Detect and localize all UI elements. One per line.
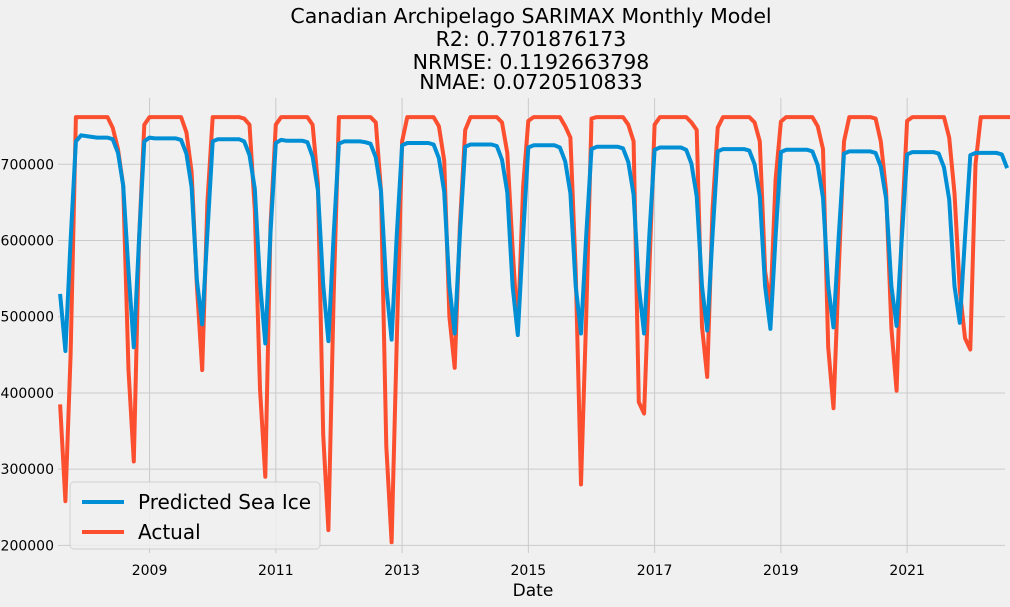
chart-title-line-2: R2: 0.7701876173: [436, 27, 627, 51]
y-tick-label: 500000: [1, 310, 54, 326]
legend: Predicted Sea Ice Actual: [69, 481, 321, 550]
x-tick-label: 2011: [258, 563, 294, 579]
legend-label-actual: Actual: [138, 520, 201, 544]
y-tick-label: 200000: [1, 538, 54, 554]
x-tick-label: 2015: [511, 563, 547, 579]
y-tick-label: 600000: [1, 234, 54, 250]
y-tick-label: 400000: [1, 386, 54, 402]
x-axis-label: Date: [513, 581, 554, 601]
x-tick-label: 2017: [637, 563, 673, 579]
legend-box: [69, 481, 321, 550]
y-tick-label: 700000: [1, 157, 54, 173]
x-tick-label: 2013: [384, 563, 420, 579]
chart-title-line-1: Canadian Archipelago SARIMAX Monthly Mod…: [290, 4, 771, 28]
series-lines: [58, 115, 1010, 545]
chart-title: Canadian Archipelago SARIMAX Monthly Mod…: [290, 4, 771, 94]
chart-title-line-4: NMAE: 0.0720510833: [419, 70, 642, 94]
y-tick-label: 300000: [1, 462, 54, 478]
x-tick-label: 2019: [763, 563, 799, 579]
y-tick-labels: 200000 300000 400000 500000 600000 700000: [1, 157, 54, 554]
series-line-predicted: [58, 133, 1009, 353]
x-tick-label: 2009: [132, 563, 168, 579]
chart-title-line-3: NRMSE: 0.1192663798: [413, 50, 650, 74]
legend-label-predicted: Predicted Sea Ice: [138, 490, 311, 514]
plot-background: [58, 98, 1005, 553]
series-line-actual: [58, 115, 1010, 545]
x-tick-label: 2021: [889, 563, 925, 579]
x-tick-labels: 2009 2011 2013 2015 2017 2019 2021: [132, 563, 925, 579]
